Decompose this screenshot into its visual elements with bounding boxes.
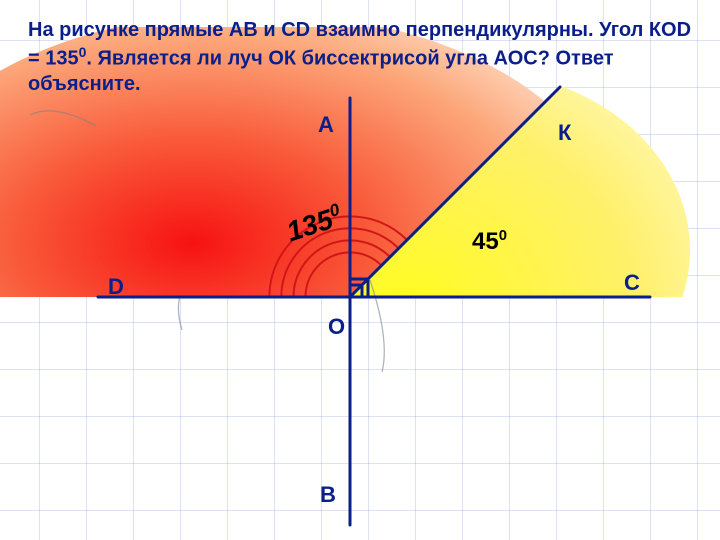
label-o: О [328,314,345,340]
label-b: В [320,482,336,508]
label-c: С [624,270,640,296]
angle-koc-value: 450 [472,228,507,256]
angle-koc-num: 45 [472,228,499,255]
label-a: А [318,112,334,138]
problem-text: На рисунке прямые АВ и СD взаимно перпен… [28,18,700,97]
label-d: D [108,274,124,300]
label-k: К [558,120,571,146]
angle-koc-deg: 0 [499,228,507,244]
